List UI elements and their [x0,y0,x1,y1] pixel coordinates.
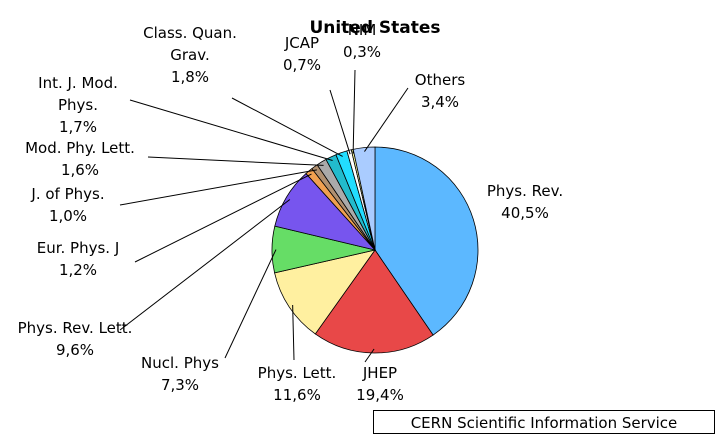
slice-label: Eur. Phys. J 1,2% [37,237,120,281]
category-label: Phys. Lett. [257,364,337,382]
category-label: JCAP [284,34,320,52]
slice-label: Nucl. Phys 7,3% [141,352,219,396]
leader-line [352,69,356,154]
pie-slice [274,249,376,335]
category-label: NIM [347,21,377,39]
category-label: Mod. Phy. Lett. [25,139,135,157]
category-label: Phys. Rev. Lett. [17,319,133,337]
source-box: CERN Scientific Information Service [373,410,715,434]
slice-label: NIM 0,3% [343,19,381,63]
value-label: 1,2% [58,261,98,279]
category-label: Class. Quan. Grav. [143,24,237,64]
pie-slice [314,249,434,354]
value-label: 3,4% [420,93,460,111]
category-label: Eur. Phys. J [36,239,120,257]
leader-line [231,97,343,157]
chart-title: United States [309,18,441,38]
category-label: Int. J. Mod. Phys. [38,74,118,114]
category-label: Others [414,71,466,89]
leader-line [364,348,375,363]
leader-line [129,99,333,162]
slice-label: Phys. Rev. Lett. 9,6% [18,317,133,361]
slice-label: J. of Phys. 1,0% [31,183,104,227]
slice-label: Phys. Lett. 11,6% [258,362,337,406]
leader-line [224,249,277,359]
value-label: 19,4% [356,386,404,404]
leader-line [134,173,312,263]
value-label: 1,8% [170,68,210,86]
value-label: 0,7% [282,56,322,74]
slice-label: Others 3,4% [415,69,465,113]
value-label: 0,3% [342,43,382,61]
value-label: 11,6% [273,386,321,404]
category-label: J. of Phys. [31,185,105,203]
leader-line [364,87,409,152]
pie-slice [352,146,376,251]
value-label: 1,6% [60,161,100,179]
slice-label: Class. Quan. Grav. 1,8% [134,22,246,88]
slice-label: Phys. Rev. 40,5% [487,180,563,224]
value-label: 1,7% [58,118,98,136]
leader-line [119,199,291,331]
value-label: 1,0% [48,207,88,225]
pie-slice [374,146,479,336]
value-label: 9,6% [55,341,95,359]
leader-line [119,169,317,206]
slice-label: JCAP 0,7% [283,32,321,76]
leader-line [329,89,351,155]
category-label: Nucl. Phys [141,354,219,372]
slice-label: Mod. Phy. Lett. 1,6% [25,137,135,181]
value-label: 40,5% [501,204,549,222]
leader-line [147,156,324,166]
category-label: JHEP [362,364,398,382]
category-label: Phys. Rev. [486,182,564,200]
slice-label: JHEP 19,4% [356,362,404,406]
leader-line [292,304,295,361]
value-label: 7,3% [160,376,200,394]
slice-label: Int. J. Mod. Phys. 1,7% [28,72,128,138]
